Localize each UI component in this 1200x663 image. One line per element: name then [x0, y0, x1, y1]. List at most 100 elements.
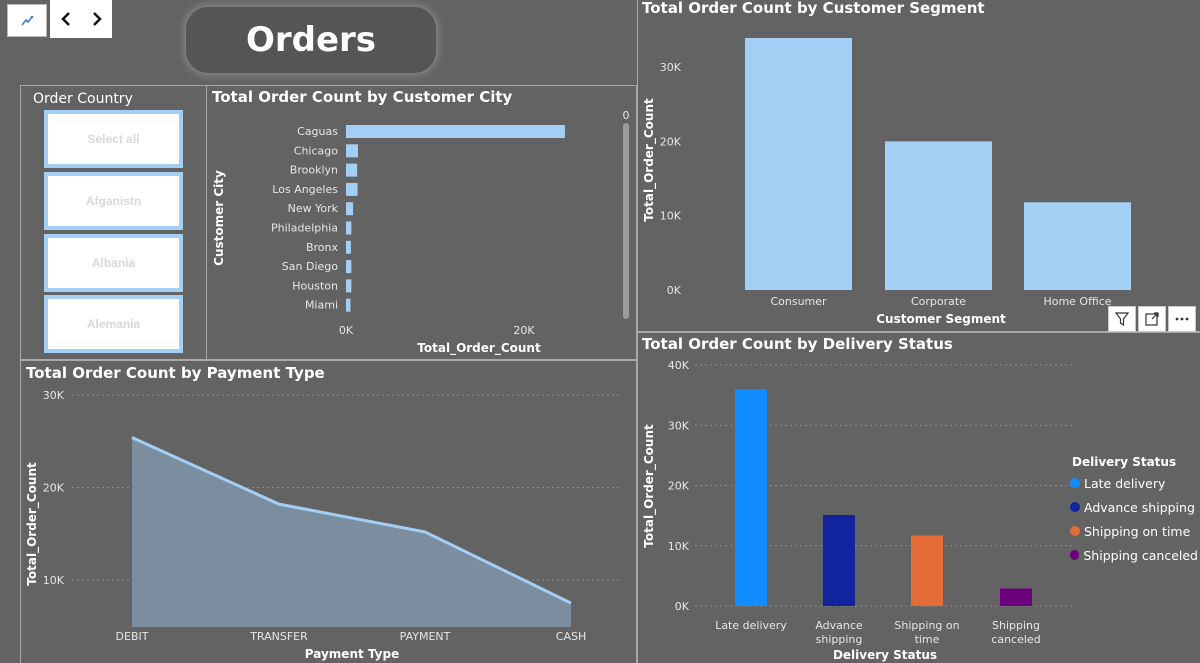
slicer-item-alemania[interactable]: Alemania: [44, 295, 183, 353]
y-tick: 30K: [43, 389, 65, 402]
segment-bar: [745, 38, 852, 291]
y-axis-title: Total_Order_Count: [642, 98, 657, 222]
x-tick: time: [915, 633, 940, 646]
y-tick: 0K: [675, 600, 690, 613]
delivery-bar: [823, 515, 855, 606]
chevron-left-icon[interactable]: [59, 11, 73, 27]
x-tick: DEBIT: [116, 630, 149, 643]
x-tick: Consumer: [770, 295, 827, 308]
y-tick: 10K: [668, 540, 690, 553]
city-bar: [346, 144, 359, 158]
city-bar: [346, 125, 565, 138]
y-tick: 30K: [668, 419, 690, 432]
segment-bar: [1024, 202, 1131, 290]
more-options-button[interactable]: [1168, 306, 1196, 332]
payment-chart-panel: Total Order Count by Payment Type: [20, 360, 637, 663]
y-tick: 40K: [668, 359, 690, 372]
city-label: New York: [288, 202, 339, 215]
scroll-label: 0: [623, 109, 630, 122]
x-tick: Corporate: [911, 295, 966, 308]
x-axis-title: Customer Segment: [876, 312, 1006, 326]
y-tick: 20K: [660, 135, 682, 148]
delivery-bar: [1000, 588, 1032, 606]
x-tick: Shipping on: [894, 619, 959, 632]
x-tick: Shipping: [992, 619, 1040, 632]
y-tick: 0K: [667, 284, 682, 297]
x-tick: PAYMENT: [400, 630, 451, 643]
slicer-item-albania[interactable]: Albania: [44, 234, 183, 292]
nav-arrows: [50, 0, 112, 38]
y-tick: 30K: [660, 61, 682, 74]
delivery-bar: [735, 389, 767, 606]
x-axis-title: Total_Order_Count: [417, 341, 541, 356]
city-bar: [346, 298, 351, 312]
x-tick: TRANSFER: [249, 630, 308, 643]
y-tick: 20K: [668, 480, 690, 493]
focus-mode-icon: [1145, 312, 1159, 326]
city-label: Philadelphia: [271, 222, 338, 235]
slicer-item-select-all[interactable]: Select all: [44, 110, 183, 168]
legend-item-late-delivery[interactable]: Late delivery: [1070, 471, 1198, 495]
city-bar: [346, 260, 352, 274]
page-title: Orders: [186, 7, 436, 73]
filter-button[interactable]: [1108, 306, 1136, 332]
city-bar: [346, 279, 352, 293]
city-bar: [346, 221, 352, 235]
more-options-icon: [1175, 317, 1189, 321]
city-label: Los Angeles: [272, 183, 338, 196]
y-tick: 10K: [660, 210, 682, 223]
segment-bar: [885, 141, 992, 290]
slicer-item-afganistan[interactable]: Afganist­n: [44, 172, 183, 230]
delivery-chart-title: Total Order Count by Delivery Status: [642, 335, 953, 353]
report-icon: [21, 15, 34, 25]
city-bar: [346, 202, 354, 216]
y-tick: 20K: [43, 482, 65, 495]
payment-chart[interactable]: 10K 20K 30K DEBIT TRANSFER PAYMENT CASH Payment…: [20, 360, 637, 663]
legend-dot: [1070, 502, 1080, 512]
segment-chart[interactable]: 0K 10K 20K 30K Consumer Corporate Home Office C…: [637, 0, 1200, 332]
legend-item-shipping-canceled[interactable]: Shipping canceled: [1070, 543, 1198, 567]
filter-icon: [1114, 312, 1130, 327]
city-bar: [346, 240, 351, 254]
x-tick: canceled: [991, 633, 1040, 646]
legend-item-advance-shipping[interactable]: Advance shipping: [1070, 495, 1198, 519]
city-label: Brooklyn: [290, 164, 338, 177]
delivery-bar: [911, 535, 943, 606]
x-tick: Home Office: [1043, 295, 1111, 308]
y-axis-title: Total_Order_Count: [25, 462, 40, 586]
delivery-chart[interactable]: 0K 10K 20K 30K 40K Late delivery Advanceshippi…: [637, 332, 1200, 663]
legend-title: Delivery Status: [1072, 455, 1177, 469]
page-nav-button[interactable]: [7, 4, 47, 37]
area-line: [131, 436, 572, 605]
focus-mode-button[interactable]: [1138, 306, 1166, 332]
x-tick: shipping: [816, 633, 863, 646]
city-label: Houston: [292, 279, 338, 292]
slicer-title: Order Country: [33, 91, 133, 107]
city-chart-title: Total Order Count by Customer City: [212, 88, 513, 106]
city-bar: [346, 182, 358, 196]
city-label: Chicago: [294, 144, 338, 157]
payment-chart-title: Total Order Count by Payment Type: [26, 364, 325, 382]
x-tick: Advance: [815, 619, 863, 632]
city-chart-panel: Total Order Count by Customer City: [206, 85, 637, 360]
segment-chart-panel: Total Order Count by Customer Segment: [637, 0, 1200, 332]
delivery-legend: Delivery Status Late delivery Advance sh…: [1070, 455, 1198, 567]
y-axis-title: Total_Order_Count: [642, 424, 657, 548]
city-label: San Diego: [282, 260, 338, 273]
city-label: Caguas: [297, 125, 338, 138]
delivery-chart-panel: Total Order Count by Delivery Status: [637, 332, 1200, 663]
legend-item-shipping-on-time[interactable]: Shipping on time: [1070, 519, 1198, 543]
x-tick: Late delivery: [715, 619, 787, 632]
chevron-right-icon[interactable]: [90, 11, 104, 27]
x-tick: CASH: [556, 630, 586, 643]
city-label: Miami: [305, 299, 338, 312]
x-axis-title: Delivery Status: [833, 648, 937, 662]
x-axis-title: Payment Type: [305, 647, 399, 661]
x-tick: 0K: [339, 324, 354, 337]
y-tick: 10K: [43, 574, 65, 587]
area-fill: [132, 437, 571, 627]
city-chart[interactable]: Caguas Chicago Brooklyn Los Angeles New York…: [206, 85, 637, 360]
scrollbar: [623, 123, 629, 319]
legend-dot: [1070, 526, 1080, 536]
city-label: Bronx: [306, 241, 339, 254]
